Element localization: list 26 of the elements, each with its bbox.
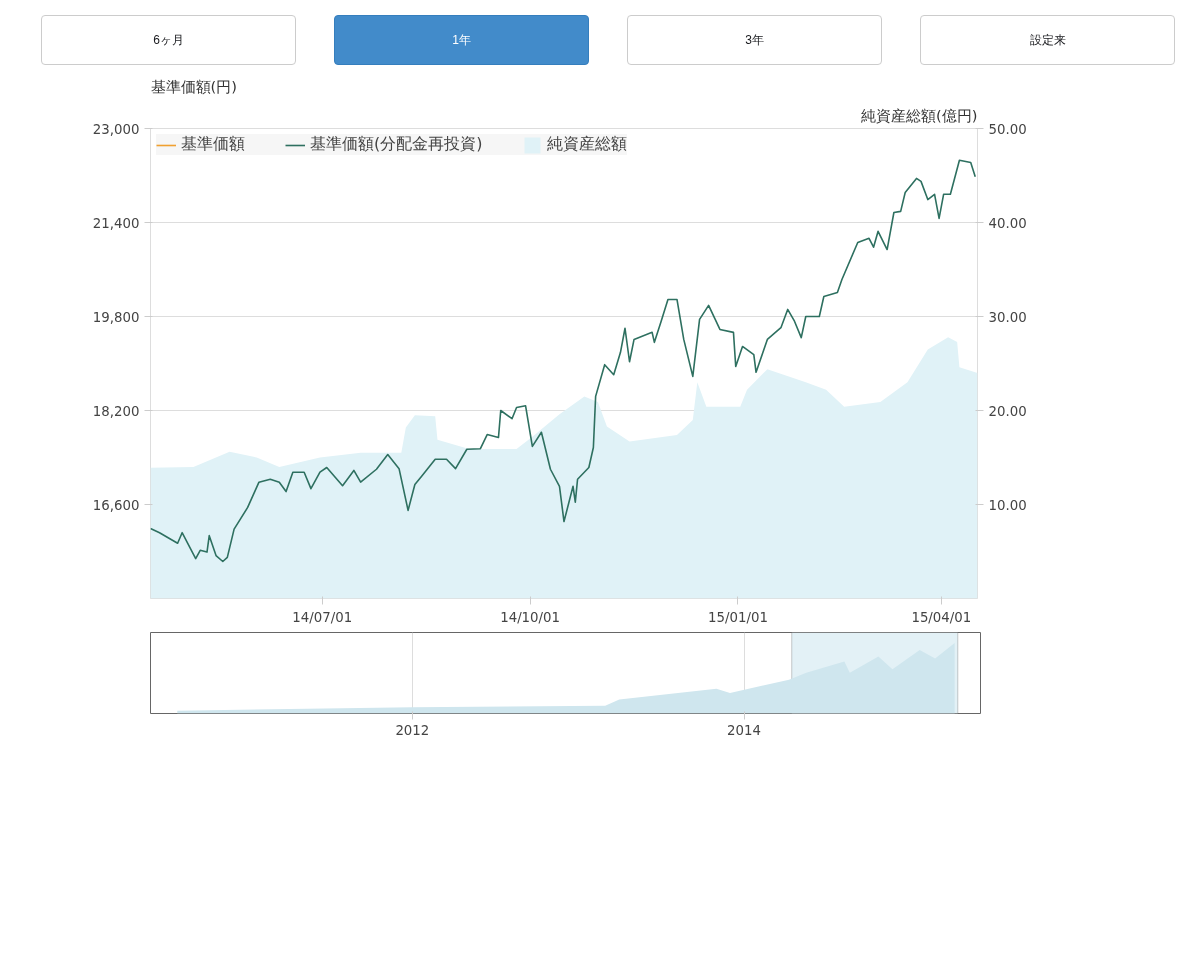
legend-label: 基準価額(分配金再投資) — [310, 134, 483, 155]
x-tick-label: 2014 — [727, 722, 762, 738]
x-tick-label: 14/07/01 — [292, 609, 353, 625]
text: 3年 — [627, 15, 882, 65]
text: 1年 — [334, 15, 589, 65]
y2-tick-label: 40.00 — [988, 215, 1027, 231]
y-tick-label: 19,800 — [92, 309, 140, 325]
y2-axis-title: 純資産総額(億円) — [861, 106, 978, 124]
legend-label: 純資産総額 — [547, 134, 628, 155]
legend-label: 基準価額 — [181, 134, 245, 155]
y-tick-label: 23,000 — [92, 121, 140, 137]
y-tick-label: 16,600 — [92, 497, 140, 513]
y-tick-label: 21,400 — [92, 215, 140, 231]
x-tick-label: 15/01/01 — [708, 609, 768, 625]
y2-tick-label: 50.00 — [988, 121, 1027, 137]
x-tick-label: 15/04/01 — [911, 609, 972, 625]
line-series — [150, 159, 977, 563]
x-tick-label: 2012 — [395, 722, 430, 738]
text: 6ヶ月 — [41, 15, 296, 65]
y-axis-title: 基準価額(円) — [150, 77, 237, 95]
text: 設定来 — [920, 15, 1175, 65]
y-tick-label: 18,200 — [92, 403, 140, 419]
y2-tick-label: 20.00 — [988, 403, 1027, 419]
x-tick-label: 14/10/01 — [500, 609, 561, 625]
y2-tick-label: 30.00 — [988, 309, 1027, 325]
y2-tick-label: 10.00 — [988, 497, 1027, 513]
